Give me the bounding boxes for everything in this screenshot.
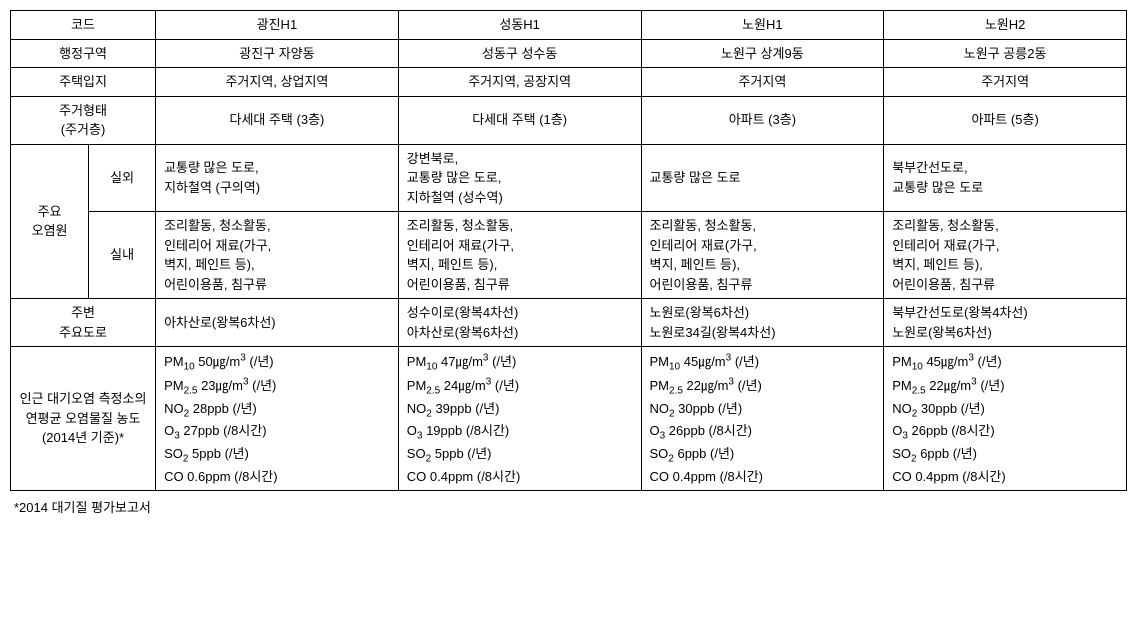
housing-gwangjin: 다세대 주택 (3층) [156, 96, 399, 144]
pollution-indoor-gwangjin: 조리활동, 청소활동,인테리어 재료(가구,벽지, 페인트 등),어린이용품, … [156, 212, 399, 299]
roads-nowon1: 노원로(왕복6차선)노원로34길(왕복4차선) [641, 299, 884, 347]
aq-o3: O3 26ppb (/8시간) [892, 423, 994, 438]
header-seongdong: 성동H1 [398, 11, 641, 40]
district-gwangjin: 광진구 자양동 [156, 39, 399, 68]
aq-pm10: PM10 45㎍/m3 (/년) [650, 354, 760, 369]
location-nowon2: 주거지역 [884, 68, 1127, 97]
airquality-label: 인근 대기오염 측정소의연평균 오염물질 농도(2014년 기준)* [11, 347, 156, 491]
pollution-outdoor-seongdong: 강변북로,교통량 많은 도로,지하철역 (성수역) [398, 144, 641, 212]
aq-co: CO 0.4ppm (/8시간) [407, 469, 521, 484]
aq-pm25: PM2.5 22㎍/m3 (/년) [892, 378, 1004, 393]
district-row: 행정구역 광진구 자양동 성동구 성수동 노원구 상계9동 노원구 공릉2동 [11, 39, 1127, 68]
aq-no2: NO2 30ppb (/년) [892, 401, 985, 416]
header-nowon1: 노원H1 [641, 11, 884, 40]
location-nowon1: 주거지역 [641, 68, 884, 97]
location-label: 주택입지 [11, 68, 156, 97]
location-gwangjin: 주거지역, 상업지역 [156, 68, 399, 97]
roads-nowon2: 북부간선도로(왕복4차선)노원로(왕복6차선) [884, 299, 1127, 347]
roads-row: 주변주요도로 아차산로(왕복6차선) 성수이로(왕복4차선)아차산로(왕복6차선… [11, 299, 1127, 347]
header-row: 코드 광진H1 성동H1 노원H1 노원H2 [11, 11, 1127, 40]
location-seongdong: 주거지역, 공장지역 [398, 68, 641, 97]
airquality-gwangjin: PM10 50㎍/m3 (/년) PM2.5 23㎍/m3 (/년) NO2 2… [156, 347, 399, 491]
pollution-outdoor-sublabel: 실외 [89, 144, 156, 212]
roads-gwangjin: 아차산로(왕복6차선) [156, 299, 399, 347]
pollution-label: 주요오염원 [11, 144, 89, 299]
aq-so2: SO2 5ppb (/년) [164, 446, 249, 461]
housing-nowon2: 아파트 (5층) [884, 96, 1127, 144]
housing-nowon1: 아파트 (3층) [641, 96, 884, 144]
aq-o3: O3 26ppb (/8시간) [650, 423, 752, 438]
housing-seongdong: 다세대 주택 (1층) [398, 96, 641, 144]
aq-o3: O3 19ppb (/8시간) [407, 423, 509, 438]
header-gwangjin: 광진H1 [156, 11, 399, 40]
aq-pm10: PM10 50㎍/m3 (/년) [164, 354, 274, 369]
aq-pm10: PM10 45㎍/m3 (/년) [892, 354, 1002, 369]
location-row: 주택입지 주거지역, 상업지역 주거지역, 공장지역 주거지역 주거지역 [11, 68, 1127, 97]
pollution-indoor-seongdong: 조리활동, 청소활동,인테리어 재료(가구,벽지, 페인트 등),어린이용품, … [398, 212, 641, 299]
airquality-row: 인근 대기오염 측정소의연평균 오염물질 농도(2014년 기준)* PM10 … [11, 347, 1127, 491]
aq-no2: NO2 28ppb (/년) [164, 401, 257, 416]
aq-pm10: PM10 47㎍/m3 (/년) [407, 354, 517, 369]
aq-co: CO 0.6ppm (/8시간) [164, 469, 278, 484]
district-nowon1: 노원구 상계9동 [641, 39, 884, 68]
aq-no2: NO2 39ppb (/년) [407, 401, 500, 416]
aq-so2: SO2 5ppb (/년) [407, 446, 492, 461]
housing-label: 주거형태(주거층) [11, 96, 156, 144]
housing-row: 주거형태(주거층) 다세대 주택 (3층) 다세대 주택 (1층) 아파트 (3… [11, 96, 1127, 144]
pollution-indoor-nowon1: 조리활동, 청소활동,인테리어 재료(가구,벽지, 페인트 등),어린이용품, … [641, 212, 884, 299]
airquality-seongdong: PM10 47㎍/m3 (/년) PM2.5 24㎍/m3 (/년) NO2 3… [398, 347, 641, 491]
aq-so2: SO2 6ppb (/년) [892, 446, 977, 461]
aq-co: CO 0.4ppm (/8시간) [892, 469, 1006, 484]
header-nowon2: 노원H2 [884, 11, 1127, 40]
aq-co: CO 0.4ppm (/8시간) [650, 469, 764, 484]
district-label: 행정구역 [11, 39, 156, 68]
aq-so2: SO2 6ppb (/년) [650, 446, 735, 461]
pollution-outdoor-nowon2: 북부간선도로,교통량 많은 도로 [884, 144, 1127, 212]
footnote: *2014 대기질 평가보고서 [14, 497, 1127, 516]
roads-label: 주변주요도로 [11, 299, 156, 347]
aq-no2: NO2 30ppb (/년) [650, 401, 743, 416]
aq-pm25: PM2.5 23㎍/m3 (/년) [164, 378, 276, 393]
air-quality-table: 코드 광진H1 성동H1 노원H1 노원H2 행정구역 광진구 자양동 성동구 … [10, 10, 1127, 491]
district-seongdong: 성동구 성수동 [398, 39, 641, 68]
pollution-outdoor-row: 주요오염원 실외 교통량 많은 도로,지하철역 (구의역) 강변북로,교통량 많… [11, 144, 1127, 212]
aq-o3: O3 27ppb (/8시간) [164, 423, 266, 438]
pollution-outdoor-gwangjin: 교통량 많은 도로,지하철역 (구의역) [156, 144, 399, 212]
pollution-outdoor-nowon1: 교통량 많은 도로 [641, 144, 884, 212]
aq-pm25: PM2.5 24㎍/m3 (/년) [407, 378, 519, 393]
airquality-nowon2: PM10 45㎍/m3 (/년) PM2.5 22㎍/m3 (/년) NO2 3… [884, 347, 1127, 491]
aq-pm25: PM2.5 22㎍/m3 (/년) [650, 378, 762, 393]
header-code: 코드 [11, 11, 156, 40]
airquality-nowon1: PM10 45㎍/m3 (/년) PM2.5 22㎍/m3 (/년) NO2 3… [641, 347, 884, 491]
pollution-indoor-row: 실내 조리활동, 청소활동,인테리어 재료(가구,벽지, 페인트 등),어린이용… [11, 212, 1127, 299]
pollution-indoor-nowon2: 조리활동, 청소활동,인테리어 재료(가구,벽지, 페인트 등),어린이용품, … [884, 212, 1127, 299]
pollution-indoor-sublabel: 실내 [89, 212, 156, 299]
roads-seongdong: 성수이로(왕복4차선)아차산로(왕복6차선) [398, 299, 641, 347]
district-nowon2: 노원구 공릉2동 [884, 39, 1127, 68]
